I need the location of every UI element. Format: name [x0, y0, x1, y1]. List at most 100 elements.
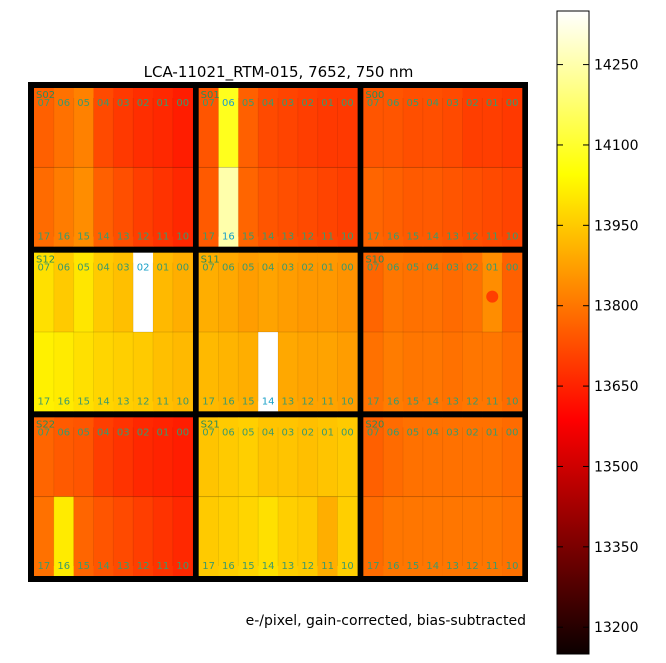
segment-01 [317, 252, 338, 332]
segment-00 [172, 88, 193, 168]
segment-16 [218, 167, 239, 247]
colorbar: 14250 14100 13950 13800 13650 13500 13350 13200 [556, 10, 639, 655]
segment-14 [258, 167, 279, 247]
channel-label: 10 [506, 396, 519, 407]
segment-15 [73, 496, 94, 576]
channel-label: 01 [157, 98, 170, 109]
colorbar-tick-label: 13950 [594, 218, 639, 234]
channel-label: 16 [222, 232, 235, 243]
segment-00 [172, 252, 193, 332]
segment-03 [278, 417, 299, 497]
segment-13 [278, 167, 299, 247]
channel-label: 02 [137, 427, 150, 438]
segment-07 [198, 252, 219, 332]
channel-label: 14 [426, 232, 439, 243]
segment-16 [218, 496, 239, 576]
segment-10 [337, 496, 358, 576]
segment-14 [258, 332, 279, 412]
channel-label: 05 [77, 263, 90, 274]
segment-07 [363, 252, 384, 332]
segment-10 [502, 496, 523, 576]
channel-label: 06 [222, 427, 235, 438]
channel-label: 00 [341, 427, 354, 438]
segment-03 [442, 88, 463, 168]
segment-04 [258, 88, 279, 168]
channel-label: 02 [137, 263, 150, 274]
defect-spot [486, 290, 499, 303]
channel-label: 04 [426, 263, 439, 274]
segment-12 [133, 167, 154, 247]
segment-04 [422, 88, 443, 168]
segment-06 [218, 417, 239, 497]
segment-11 [153, 167, 174, 247]
segment-06 [383, 417, 404, 497]
segment-02 [462, 252, 483, 332]
channel-label: 05 [407, 427, 420, 438]
channel-label: 06 [387, 98, 400, 109]
channel-label: 03 [282, 98, 295, 109]
segment-12 [462, 167, 483, 247]
channel-label: 05 [242, 427, 255, 438]
channel-label: 06 [57, 263, 70, 274]
segment-16 [218, 332, 239, 412]
segment-11 [153, 332, 174, 412]
segment-15 [403, 167, 424, 247]
segment-06 [218, 88, 239, 168]
channel-label: 16 [387, 561, 400, 572]
channel-label: 01 [486, 263, 499, 274]
channel-label: 14 [97, 396, 110, 407]
segment-10 [172, 496, 193, 576]
segment-03 [113, 417, 134, 497]
channel-label: 01 [321, 263, 334, 274]
segment-05 [73, 417, 94, 497]
channel-label: 03 [446, 427, 459, 438]
channel-label: 12 [137, 396, 150, 407]
colorbar-tick-label: 13200 [594, 620, 639, 636]
segment-13 [442, 167, 463, 247]
segment-02 [297, 88, 318, 168]
channel-label: 17 [202, 396, 215, 407]
channel-label: 00 [506, 263, 519, 274]
segment-17 [34, 167, 55, 247]
segment-15 [238, 496, 259, 576]
channel-label: 02 [301, 263, 314, 274]
segment-17 [34, 496, 55, 576]
channel-label: 04 [426, 98, 439, 109]
segment-12 [133, 496, 154, 576]
segment-02 [462, 88, 483, 168]
segment-06 [53, 252, 74, 332]
channel-label: 13 [446, 232, 459, 243]
segment-16 [53, 332, 74, 412]
channel-label: 14 [262, 396, 275, 407]
segment-10 [172, 167, 193, 247]
channel-label: 05 [242, 98, 255, 109]
sensor-name: S22 [36, 419, 55, 430]
channel-label: 02 [466, 263, 479, 274]
channel-label: 15 [77, 561, 90, 572]
channel-label: 15 [407, 232, 420, 243]
channel-label: 10 [506, 232, 519, 243]
segment-14 [93, 496, 114, 576]
channel-label: 01 [157, 427, 170, 438]
channel-label: 12 [301, 396, 314, 407]
segment-03 [442, 417, 463, 497]
channel-label: 17 [367, 561, 380, 572]
segment-03 [113, 252, 134, 332]
segment-17 [34, 332, 55, 412]
channel-label: 13 [282, 232, 295, 243]
channel-label: 17 [202, 561, 215, 572]
segment-05 [238, 252, 259, 332]
channel-label: 10 [341, 232, 354, 243]
channel-label: 15 [407, 396, 420, 407]
channel-label: 02 [301, 427, 314, 438]
channel-label: 01 [486, 98, 499, 109]
channel-label: 14 [97, 232, 110, 243]
colorbar-tick-label: 13800 [594, 299, 639, 315]
channel-label: 04 [97, 427, 110, 438]
channel-label: 17 [38, 396, 51, 407]
colorbar-tick-label: 14250 [594, 58, 639, 74]
